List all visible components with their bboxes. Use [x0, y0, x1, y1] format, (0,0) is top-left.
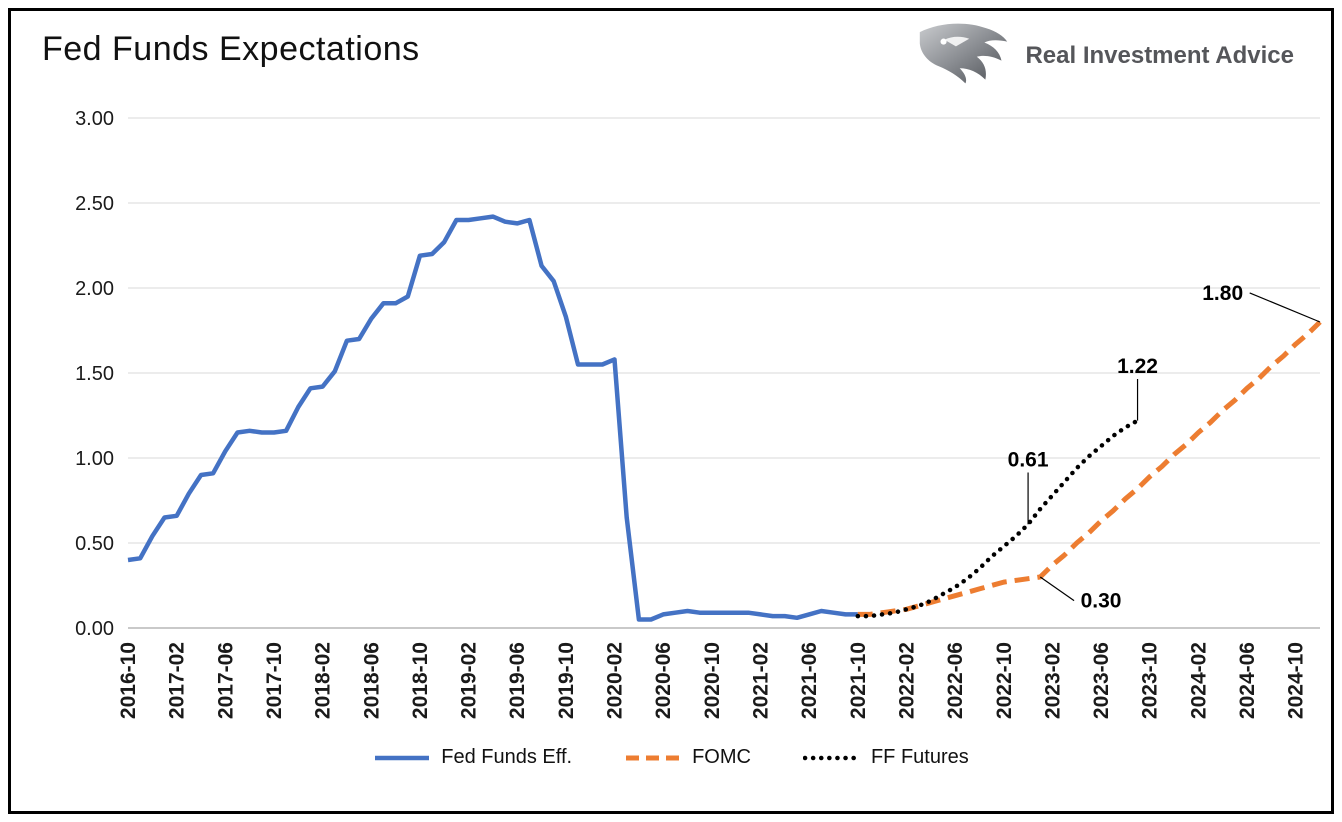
svg-text:2023-10: 2023-10 — [1139, 642, 1162, 719]
legend-item-fed-funds-eff: Fed Funds Eff. — [373, 746, 572, 769]
svg-text:2020-10: 2020-10 — [701, 642, 724, 719]
svg-text:2023-02: 2023-02 — [1041, 642, 1064, 719]
svg-text:2022-02: 2022-02 — [895, 642, 918, 719]
svg-text:2022-10: 2022-10 — [993, 642, 1016, 719]
data-labels: 1.80 1.22 0.61 0.30 — [1008, 282, 1321, 613]
svg-text:0.61: 0.61 — [1008, 449, 1049, 472]
legend-item-fomc: FOMC — [624, 746, 751, 769]
svg-text:2021-10: 2021-10 — [847, 642, 870, 719]
legend-line-sample-solid — [375, 755, 430, 760]
svg-text:0.00: 0.00 — [75, 618, 114, 640]
svg-text:2019-02: 2019-02 — [458, 642, 481, 719]
series-ff-futures — [855, 418, 1140, 619]
svg-text:1.50: 1.50 — [75, 363, 114, 385]
svg-text:2018-02: 2018-02 — [312, 642, 335, 719]
svg-text:2018-10: 2018-10 — [409, 642, 432, 719]
svg-text:2017-02: 2017-02 — [166, 642, 189, 719]
svg-text:2017-10: 2017-10 — [263, 642, 286, 719]
svg-text:2024-06: 2024-06 — [1236, 642, 1259, 719]
brand-logo: Real Investment Advice — [916, 22, 1294, 89]
gridlines — [128, 117, 1320, 629]
chart-legend: Fed Funds Eff. FOMC FF Futures — [0, 746, 1342, 769]
svg-text:2017-06: 2017-06 — [214, 642, 237, 719]
svg-text:1.22: 1.22 — [1117, 355, 1158, 378]
svg-text:2.00: 2.00 — [75, 278, 114, 300]
svg-text:2022-06: 2022-06 — [944, 642, 967, 719]
series-fomc — [857, 320, 1322, 617]
brand-name: Real Investment Advice — [1025, 41, 1294, 69]
svg-text:1.00: 1.00 — [75, 448, 114, 470]
svg-text:3.00: 3.00 — [75, 108, 114, 130]
svg-text:1.80: 1.80 — [1202, 282, 1243, 305]
legend-item-ff-futures: FF Futures — [802, 746, 969, 769]
svg-text:2019-06: 2019-06 — [506, 642, 529, 719]
svg-text:0.30: 0.30 — [1081, 590, 1122, 613]
svg-text:2016-10: 2016-10 — [117, 642, 140, 719]
legend-label: Fed Funds Eff. — [441, 746, 573, 768]
svg-text:2019-10: 2019-10 — [555, 642, 578, 719]
svg-text:0.50: 0.50 — [75, 533, 114, 555]
legend-line-sample-dashed — [626, 755, 681, 760]
svg-text:2020-02: 2020-02 — [604, 642, 627, 719]
x-axis-labels: 2016-10 2017-02 2017-06 2017-10 2018-02 2018-… — [117, 642, 1308, 719]
svg-text:2.50: 2.50 — [75, 193, 114, 215]
legend-label: FOMC — [692, 746, 751, 768]
svg-text:2021-02: 2021-02 — [749, 642, 772, 719]
svg-text:2021-06: 2021-06 — [798, 642, 821, 719]
chart-title: Fed Funds Expectations — [42, 30, 420, 68]
series-fed-funds-eff- — [127, 214, 858, 622]
eagle-icon — [916, 22, 1011, 89]
legend-line-sample-dotted — [802, 755, 861, 760]
y-axis-labels: 0.00 0.50 1.00 1.50 2.00 2.50 3.00 — [75, 108, 114, 640]
svg-text:2024-10: 2024-10 — [1285, 642, 1308, 719]
svg-text:2018-06: 2018-06 — [360, 642, 383, 719]
svg-text:2020-06: 2020-06 — [652, 642, 675, 719]
svg-text:2024-02: 2024-02 — [1187, 642, 1210, 719]
svg-text:2023-06: 2023-06 — [1090, 642, 1113, 719]
legend-label: FF Futures — [870, 746, 969, 768]
